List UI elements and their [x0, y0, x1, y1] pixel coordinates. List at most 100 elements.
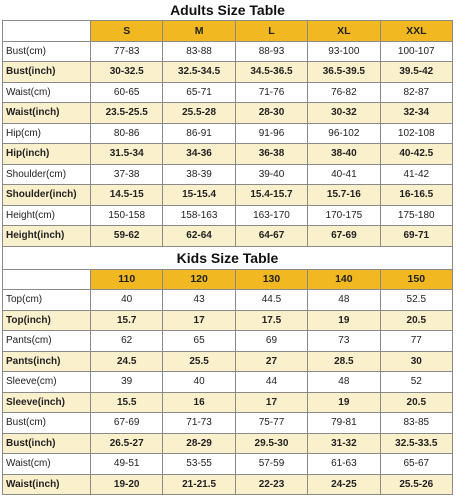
measurement-cell: 91-96 — [235, 123, 307, 144]
measurement-cell: 28.5 — [308, 351, 380, 372]
measurement-cell: 32-34 — [380, 103, 452, 124]
measurement-cell: 29.5-30 — [235, 433, 307, 454]
measurement-cell: 15-15.4 — [163, 185, 235, 206]
measurement-cell: 19 — [308, 310, 380, 331]
measurement-cell: 28-30 — [235, 103, 307, 124]
measurement-cell: 60-65 — [91, 82, 163, 103]
size-header: XXL — [380, 21, 452, 42]
measurement-cell: 17.5 — [235, 310, 307, 331]
row-label: Top(inch) — [3, 310, 91, 331]
measurement-cell: 100-107 — [380, 41, 452, 62]
measurement-cell: 175-180 — [380, 205, 452, 226]
measurement-cell: 65 — [163, 331, 235, 352]
measurement-cell: 37-38 — [91, 164, 163, 185]
measurement-cell: 30-32.5 — [91, 62, 163, 83]
measurement-cell: 59-62 — [91, 226, 163, 247]
measurement-cell: 163-170 — [235, 205, 307, 226]
row-label: Waist(inch) — [3, 474, 91, 495]
measurement-cell: 64-67 — [235, 226, 307, 247]
measurement-cell: 39 — [91, 372, 163, 393]
size-header: 110 — [91, 269, 163, 290]
measurement-cell: 150-158 — [91, 205, 163, 226]
measurement-cell: 40 — [163, 372, 235, 393]
size-header: 150 — [380, 269, 452, 290]
measurement-cell: 83-88 — [163, 41, 235, 62]
row-label: Waist(cm) — [3, 82, 91, 103]
measurement-cell: 23.5-25.5 — [91, 103, 163, 124]
corner-cell — [3, 21, 91, 42]
measurement-cell: 34.5-36.5 — [235, 62, 307, 83]
measurement-cell: 28-29 — [163, 433, 235, 454]
row-label: Height(inch) — [3, 226, 91, 247]
measurement-cell: 52 — [380, 372, 452, 393]
size-header: 140 — [308, 269, 380, 290]
size-header: L — [235, 21, 307, 42]
measurement-cell: 170-175 — [308, 205, 380, 226]
measurement-cell: 39-40 — [235, 164, 307, 185]
measurement-cell: 14.5-15 — [91, 185, 163, 206]
row-label: Pants(cm) — [3, 331, 91, 352]
measurement-cell: 77-83 — [91, 41, 163, 62]
measurement-cell: 48 — [308, 290, 380, 311]
measurement-cell: 15.7-16 — [308, 185, 380, 206]
measurement-cell: 20.5 — [380, 310, 452, 331]
measurement-cell: 40-42.5 — [380, 144, 452, 165]
measurement-cell: 27 — [235, 351, 307, 372]
measurement-cell: 38-40 — [308, 144, 380, 165]
measurement-cell: 82-87 — [380, 82, 452, 103]
row-label: Shoulder(cm) — [3, 164, 91, 185]
measurement-cell: 61-63 — [308, 454, 380, 475]
row-label: Bust(cm) — [3, 41, 91, 62]
size-header: XL — [308, 21, 380, 42]
measurement-cell: 83-85 — [380, 413, 452, 434]
measurement-cell: 16-16.5 — [380, 185, 452, 206]
measurement-cell: 65-71 — [163, 82, 235, 103]
measurement-cell: 96-102 — [308, 123, 380, 144]
measurement-cell: 17 — [163, 310, 235, 331]
measurement-cell: 17 — [235, 392, 307, 413]
measurement-cell: 44 — [235, 372, 307, 393]
row-label: Sleeve(cm) — [3, 372, 91, 393]
measurement-cell: 52.5 — [380, 290, 452, 311]
row-label: Hip(inch) — [3, 144, 91, 165]
measurement-cell: 25.5-28 — [163, 103, 235, 124]
row-label: Bust(inch) — [3, 62, 91, 83]
measurement-cell: 65-67 — [380, 454, 452, 475]
size-header: 130 — [235, 269, 307, 290]
measurement-cell: 57-59 — [235, 454, 307, 475]
measurement-cell: 36.5-39.5 — [308, 62, 380, 83]
measurement-cell: 32.5-34.5 — [163, 62, 235, 83]
measurement-cell: 158-163 — [163, 205, 235, 226]
size-header: M — [163, 21, 235, 42]
measurement-cell: 43 — [163, 290, 235, 311]
measurement-cell: 25.5 — [163, 351, 235, 372]
measurement-cell: 15.4-15.7 — [235, 185, 307, 206]
row-label: Shoulder(inch) — [3, 185, 91, 206]
row-label: Top(cm) — [3, 290, 91, 311]
measurement-cell: 16 — [163, 392, 235, 413]
row-label: Waist(cm) — [3, 454, 91, 475]
measurement-cell: 31.5-34 — [91, 144, 163, 165]
measurement-cell: 67-69 — [91, 413, 163, 434]
measurement-cell: 39.5-42 — [380, 62, 452, 83]
